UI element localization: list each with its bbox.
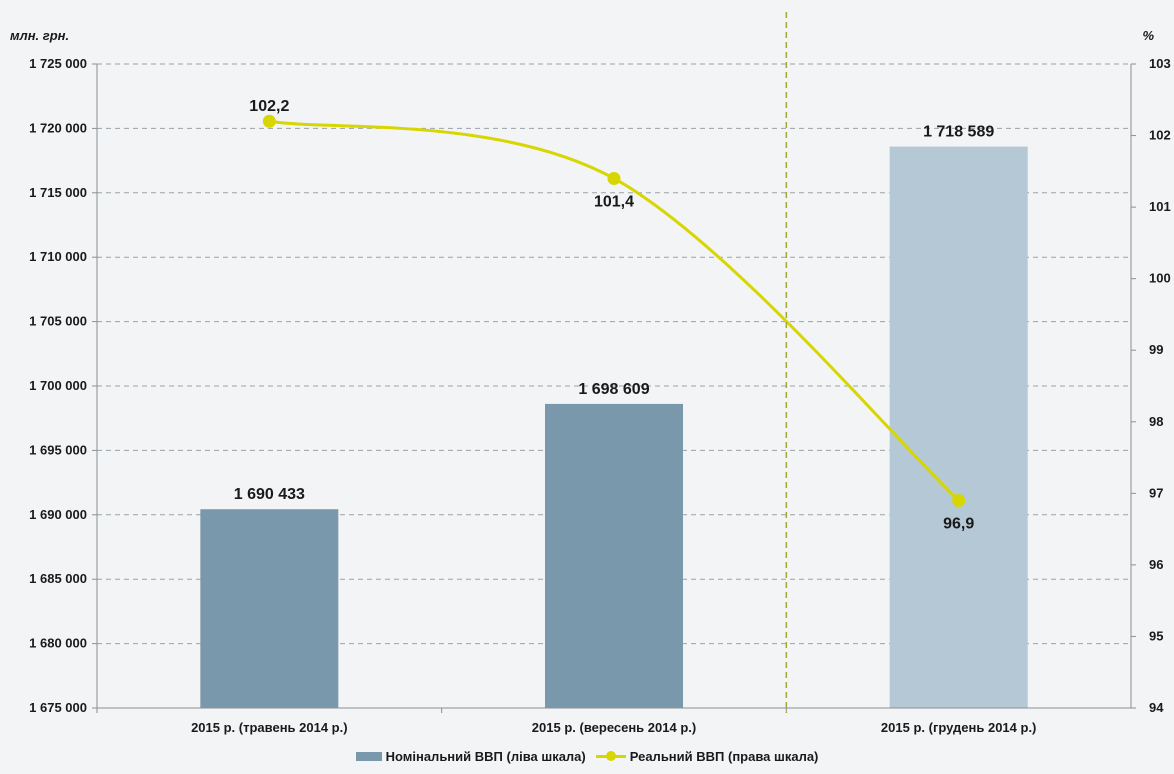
real-gdp-value-label: 102,2 [249,98,289,115]
left-tick-label: 1 725 000 [29,56,87,71]
right-tick-label: 97 [1149,485,1163,500]
left-tick-label: 1 690 000 [29,507,87,522]
real-gdp-value-label: 101,4 [594,193,634,210]
category-label: 2015 р. (травень 2014 р.) [191,720,347,735]
left-axis-ticks: 1 675 000 1 680 000 1 685 000 1 690 000 1 69… [29,56,97,715]
right-tick-label: 103 [1149,56,1171,71]
left-tick-label: 1 675 000 [29,700,87,715]
bar-value-label: 1 718 589 [923,124,994,141]
right-tick-label: 95 [1149,628,1163,643]
left-tick-label: 1 685 000 [29,571,87,586]
right-tick-label: 98 [1149,414,1163,429]
right-axis-unit: % [1142,28,1154,43]
right-tick-label: 94 [1149,700,1164,715]
real-gdp-point [952,493,966,507]
real-gdp-point [607,171,621,185]
category-label: 2015 р. (вересень 2014 р.) [532,720,696,735]
legend: Номінальний ВВП (ліва шкала) Реальний ВВ… [0,742,1174,770]
category-label: 2015 р. (грудень 2014 р.) [881,720,1036,735]
left-tick-label: 1 710 000 [29,249,87,264]
left-tick-label: 1 715 000 [29,185,87,200]
bar [889,146,1028,709]
real-gdp-point [262,114,276,128]
legend-item-real: Реальний ВВП (права шкала) [595,748,819,764]
axes-group [96,12,1132,713]
legend-item-nominal: Номінальний ВВП (ліва шкала) [355,748,586,764]
legend-label-real: Реальний ВВП (права шкала) [629,748,819,764]
category-labels: 2015 р. (травень 2014 р.) 2015 р. (вересе… [96,708,1036,735]
right-tick-label: 96 [1149,557,1163,572]
real-gdp-value-label: 96,9 [943,515,974,532]
bar [545,403,683,708]
bar-value-label: 1 698 609 [578,381,649,398]
right-axis-ticks: 94 95 96 97 98 99 100 101 102 103 [1131,56,1171,715]
bar [200,509,339,708]
legend-bar-swatch [355,751,382,761]
right-tick-label: 102 [1149,128,1171,143]
legend-label-nominal: Номінальний ВВП (ліва шкала) [385,748,586,764]
left-tick-label: 1 700 000 [29,378,87,393]
left-tick-label: 1 695 000 [29,442,87,457]
legend-line-swatch [595,750,626,762]
right-tick-label: 100 [1149,271,1171,286]
left-tick-label: 1 705 000 [29,314,87,329]
bar-value-labels: 1 690 433 1 698 609 1 718 589 [234,124,995,504]
left-tick-label: 1 680 000 [29,636,87,651]
left-axis-unit: млн. грн. [10,28,69,43]
bar-value-label: 1 690 433 [234,486,305,503]
left-tick-label: 1 720 000 [29,120,87,135]
right-tick-label: 99 [1149,342,1163,357]
right-tick-label: 101 [1149,199,1171,214]
bars-group [200,146,1028,709]
line-series-group: 102,2 101,4 96,9 [249,98,974,532]
